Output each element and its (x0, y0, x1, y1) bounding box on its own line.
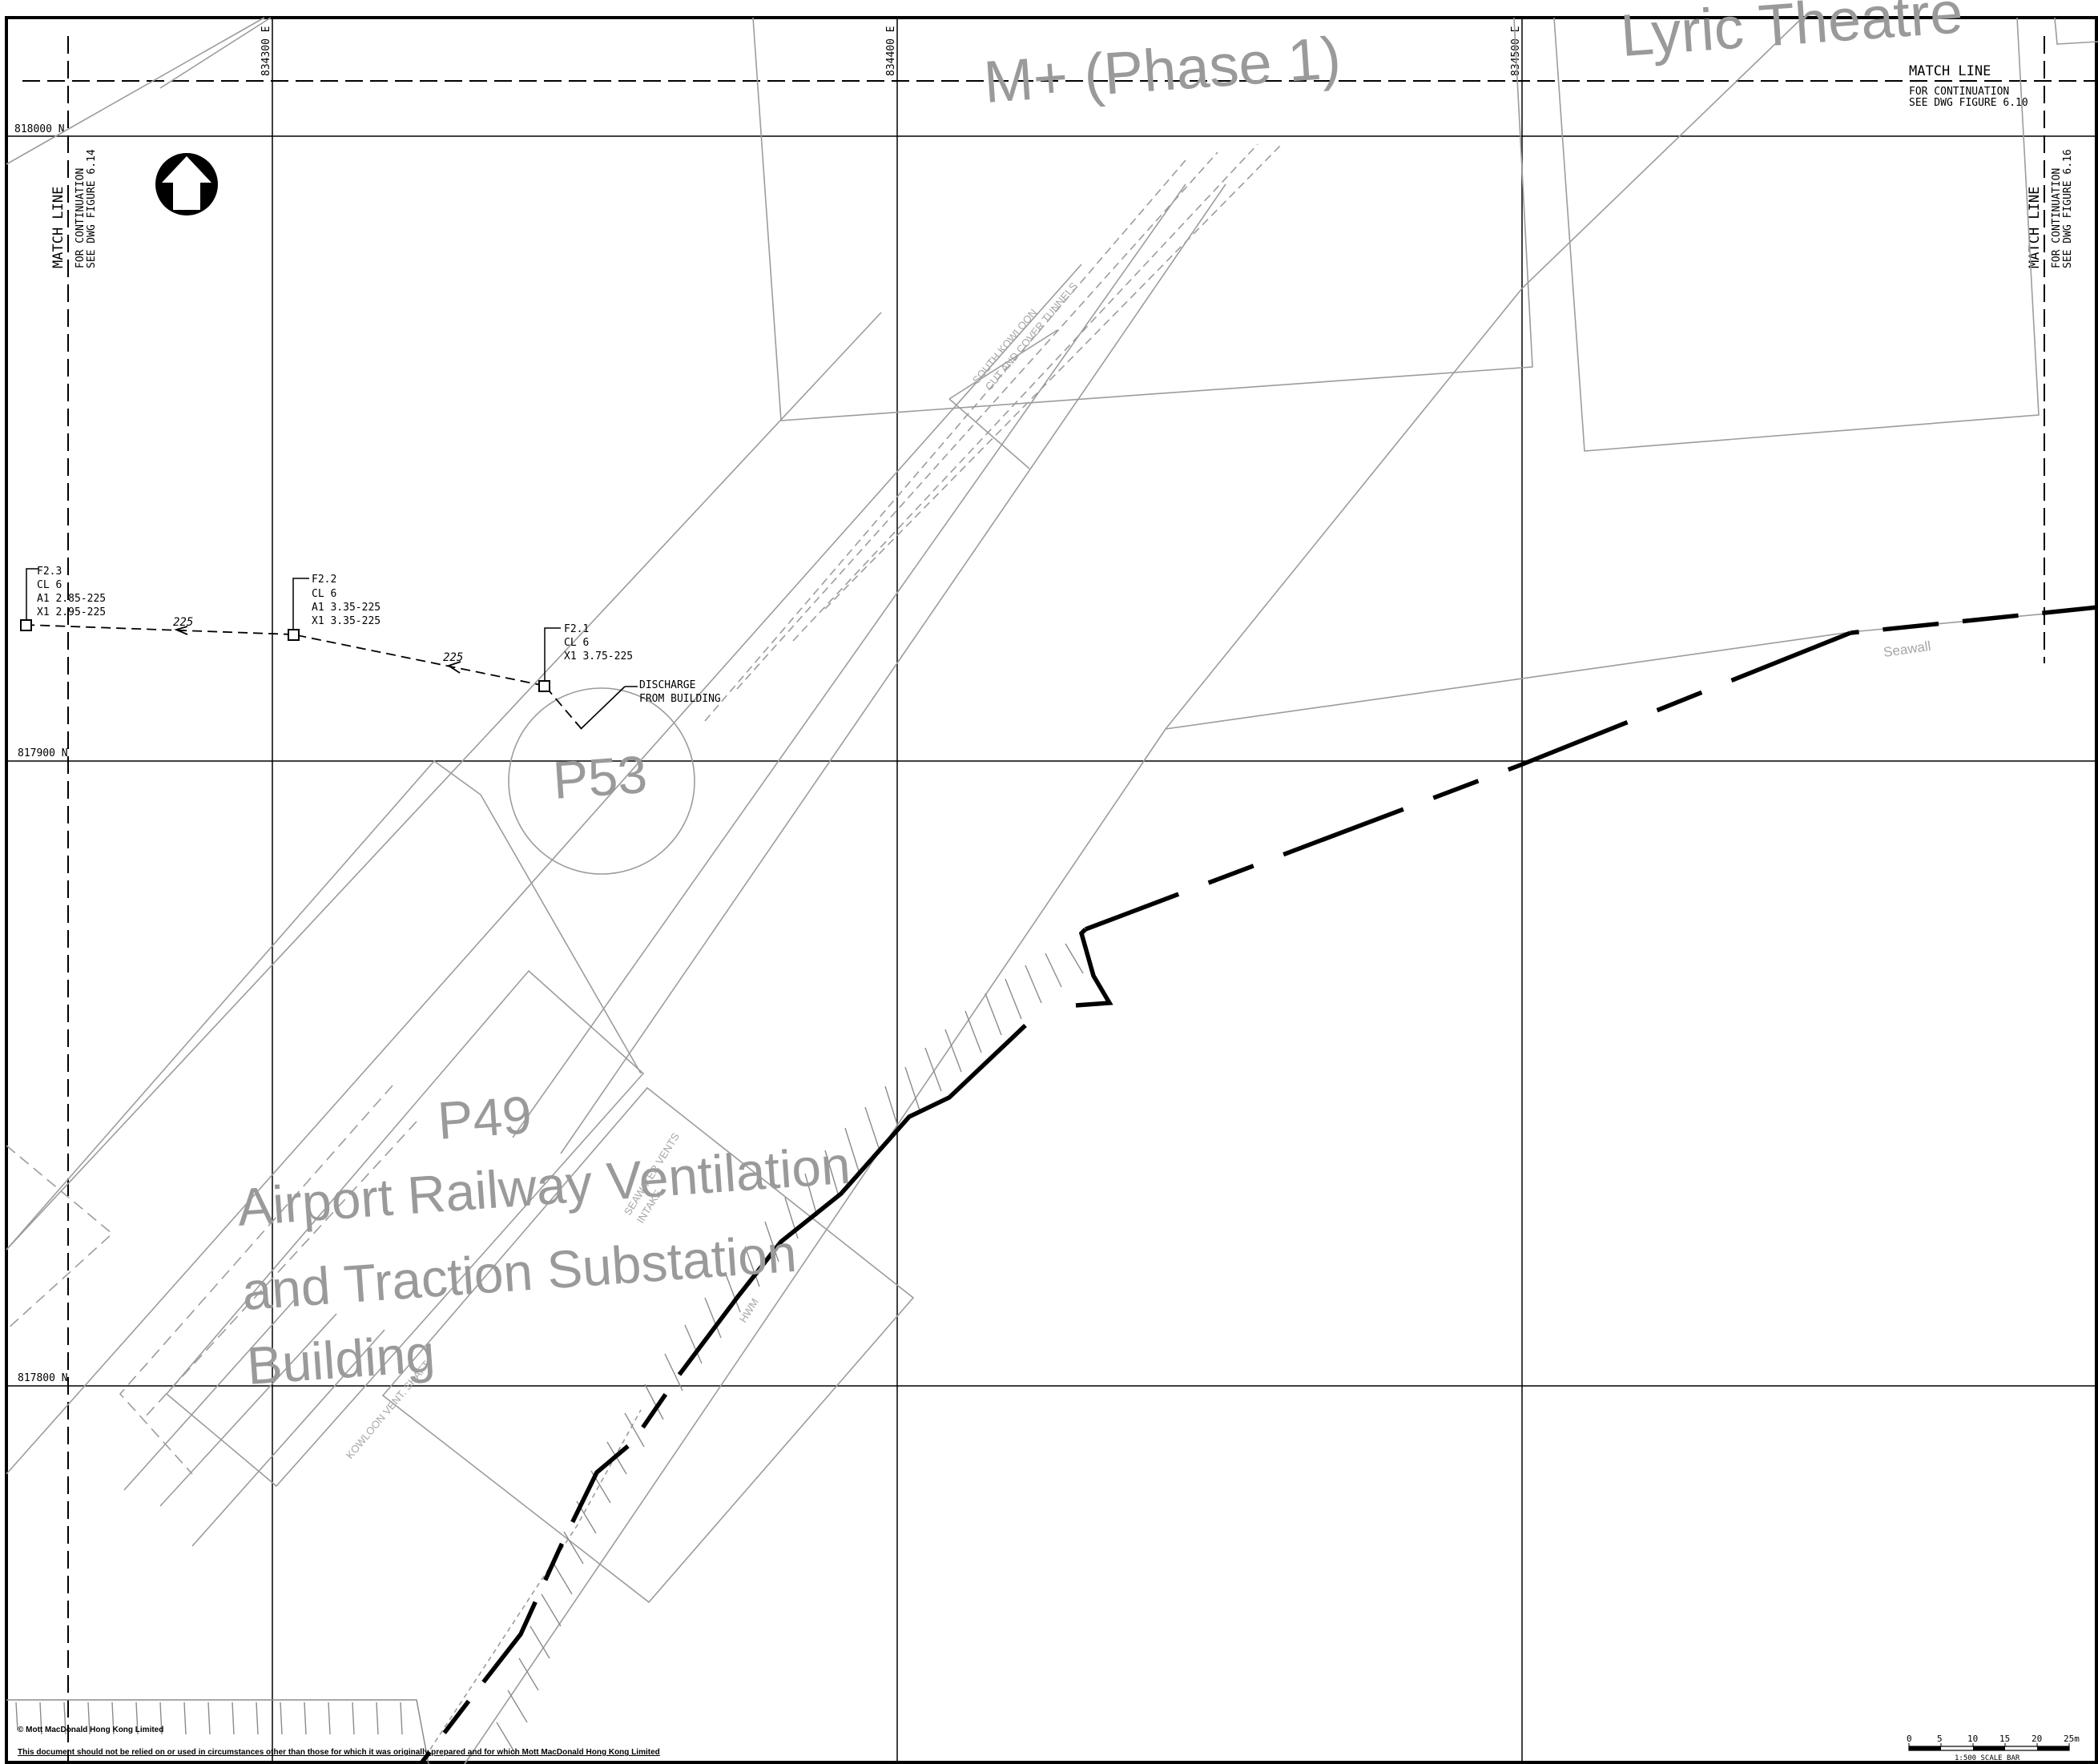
vent-block-outline (381, 1086, 915, 1604)
pipe-discharge (544, 685, 582, 730)
disclaimer-note: This document should not be relied on or… (18, 1748, 660, 1757)
northing-label-817800: 817800 N (18, 1372, 68, 1384)
scale-tick-20: 20 (2032, 1734, 2042, 1744)
match-line-top-title: MATCH LINE (1909, 63, 1991, 79)
manhole-f21-id: F2.1 (564, 623, 589, 635)
p49-building-outline (6, 759, 642, 1251)
match-lines (22, 36, 2098, 1764)
coordinate-grid (6, 18, 2098, 1764)
manhole-f22-cl: CL 6 (312, 588, 336, 600)
match-line-right-title: MATCH LINE (2027, 187, 2043, 268)
lyric-theatre-label: Lyric Theatre (1618, 0, 1964, 69)
manhole-f22-x1: X1 3.35-225 (312, 615, 381, 627)
scale-tick-10: 10 (1967, 1734, 1978, 1744)
scale-bar: 0 5 10 15 20 25m 1:500 SCALE BAR (1907, 1734, 2080, 1762)
pipe-flow-arrows (174, 626, 461, 674)
manholes: F2.3 CL 6 A1 2.85-225 X1 2.95-225 F2.2 C… (20, 566, 633, 692)
match-line-right-note: MATCH LINE FOR CONTINUATION SEE DWG FIGU… (2027, 149, 2074, 268)
pipe-label-225-a: 225 (173, 616, 193, 629)
match-line-top-note: MATCH LINE FOR CONTINUATION SEE DWG FIGU… (1909, 63, 2028, 109)
p53-circle (508, 687, 695, 875)
p49-label: P49 (436, 1085, 534, 1150)
manhole-f22: F2.2 CL 6 A1 3.35-225 X1 3.35-225 (288, 574, 381, 641)
manhole-f23-x1: X1 2.95-225 (37, 606, 106, 618)
scale-tick-0: 0 (1907, 1734, 1912, 1744)
match-line-left-note: MATCH LINE FOR CONTINUATION SEE DWG FIGU… (50, 149, 98, 268)
scale-tick-15: 15 (1999, 1734, 2010, 1744)
match-line-right-line2: SEE DWG FIGURE 6.16 (2062, 149, 2074, 268)
north-arrow-icon (155, 153, 218, 215)
northing-label-817900: 817900 N (18, 747, 68, 759)
p53-label: P53 (551, 744, 649, 810)
manhole-f21: F2.1 CL 6 X1 3.75-225 (538, 623, 633, 692)
match-line-top-line1: FOR CONTINUATION (1909, 86, 2009, 98)
scale-tick-25: 25m (2064, 1734, 2080, 1744)
drawing-border (5, 16, 2098, 1764)
seawall-hatching (15, 943, 1084, 1755)
m-plus-label: M+ (Phase 1) (981, 24, 1343, 115)
northing-label-818000: 818000 N (14, 123, 65, 135)
match-line-left-line2: SEE DWG FIGURE 6.14 (86, 149, 98, 268)
p49-main-block (165, 969, 645, 1488)
easting-label-834300: 834300 E (260, 26, 272, 76)
copyright-note: © Mott MacDonald Hong Kong Limited (18, 1726, 163, 1734)
northing-labels: 818000 N 817900 N 817800 N (14, 123, 68, 1384)
scale-caption: 1:500 SCALE BAR (1955, 1754, 2020, 1762)
match-line-left-line1: FOR CONTINUATION (74, 168, 87, 268)
manhole-f23-cl: CL 6 (37, 579, 62, 591)
scale-tick-5: 5 (1937, 1734, 1943, 1744)
pipe-f21-f22 (292, 634, 546, 687)
easting-labels: 834300 E 834400 E 834500 E (260, 26, 1522, 76)
lyric-theatre-outline (1553, 17, 2040, 452)
seawall-line (418, 605, 2098, 1764)
match-line-right-line1: FOR CONTINUATION (2051, 168, 2063, 268)
pipe-f22-f23 (26, 624, 294, 635)
discharge-note: DISCHARGE FROM BUILDING (625, 679, 721, 705)
manhole-f22-a1: A1 3.35-225 (312, 602, 381, 614)
discharge-arrow (580, 686, 626, 730)
hwm-label: HWM (737, 1296, 761, 1325)
drainage-network (26, 624, 582, 730)
discharge-line1: DISCHARGE (639, 679, 695, 691)
match-line-left-title: MATCH LINE (50, 187, 66, 268)
manhole-f23: F2.3 CL 6 A1 2.85-225 X1 2.95-225 (20, 566, 106, 631)
m-plus-site-outline (752, 17, 1533, 421)
manhole-f23-id: F2.3 (37, 566, 62, 578)
manhole-f23-a1: A1 2.85-225 (37, 593, 106, 605)
discharge-line2: FROM BUILDING (639, 693, 721, 705)
p49-name-line2: and Traction Substation (240, 1223, 799, 1321)
pipe-label-225-b: 225 (443, 651, 463, 664)
manhole-f22-id: F2.2 (312, 574, 336, 586)
manhole-f21-cl: CL 6 (564, 637, 589, 649)
seawall-lower-edge (6, 1699, 429, 1764)
manhole-f21-x1: X1 3.75-225 (564, 650, 633, 663)
background-linework (6, 17, 2098, 1764)
p49-name-line3: Building (245, 1323, 437, 1395)
seawall-label: Seawall (1883, 638, 1932, 660)
match-line-top-line2: SEE DWG FIGURE 6.10 (1909, 97, 2028, 109)
tunnels-label-line2: CUT AND COVER TUNNELS (983, 280, 1080, 393)
p49-name-line1: Airport Railway Ventilation (236, 1135, 852, 1237)
easting-label-834400: 834400 E (885, 26, 897, 76)
